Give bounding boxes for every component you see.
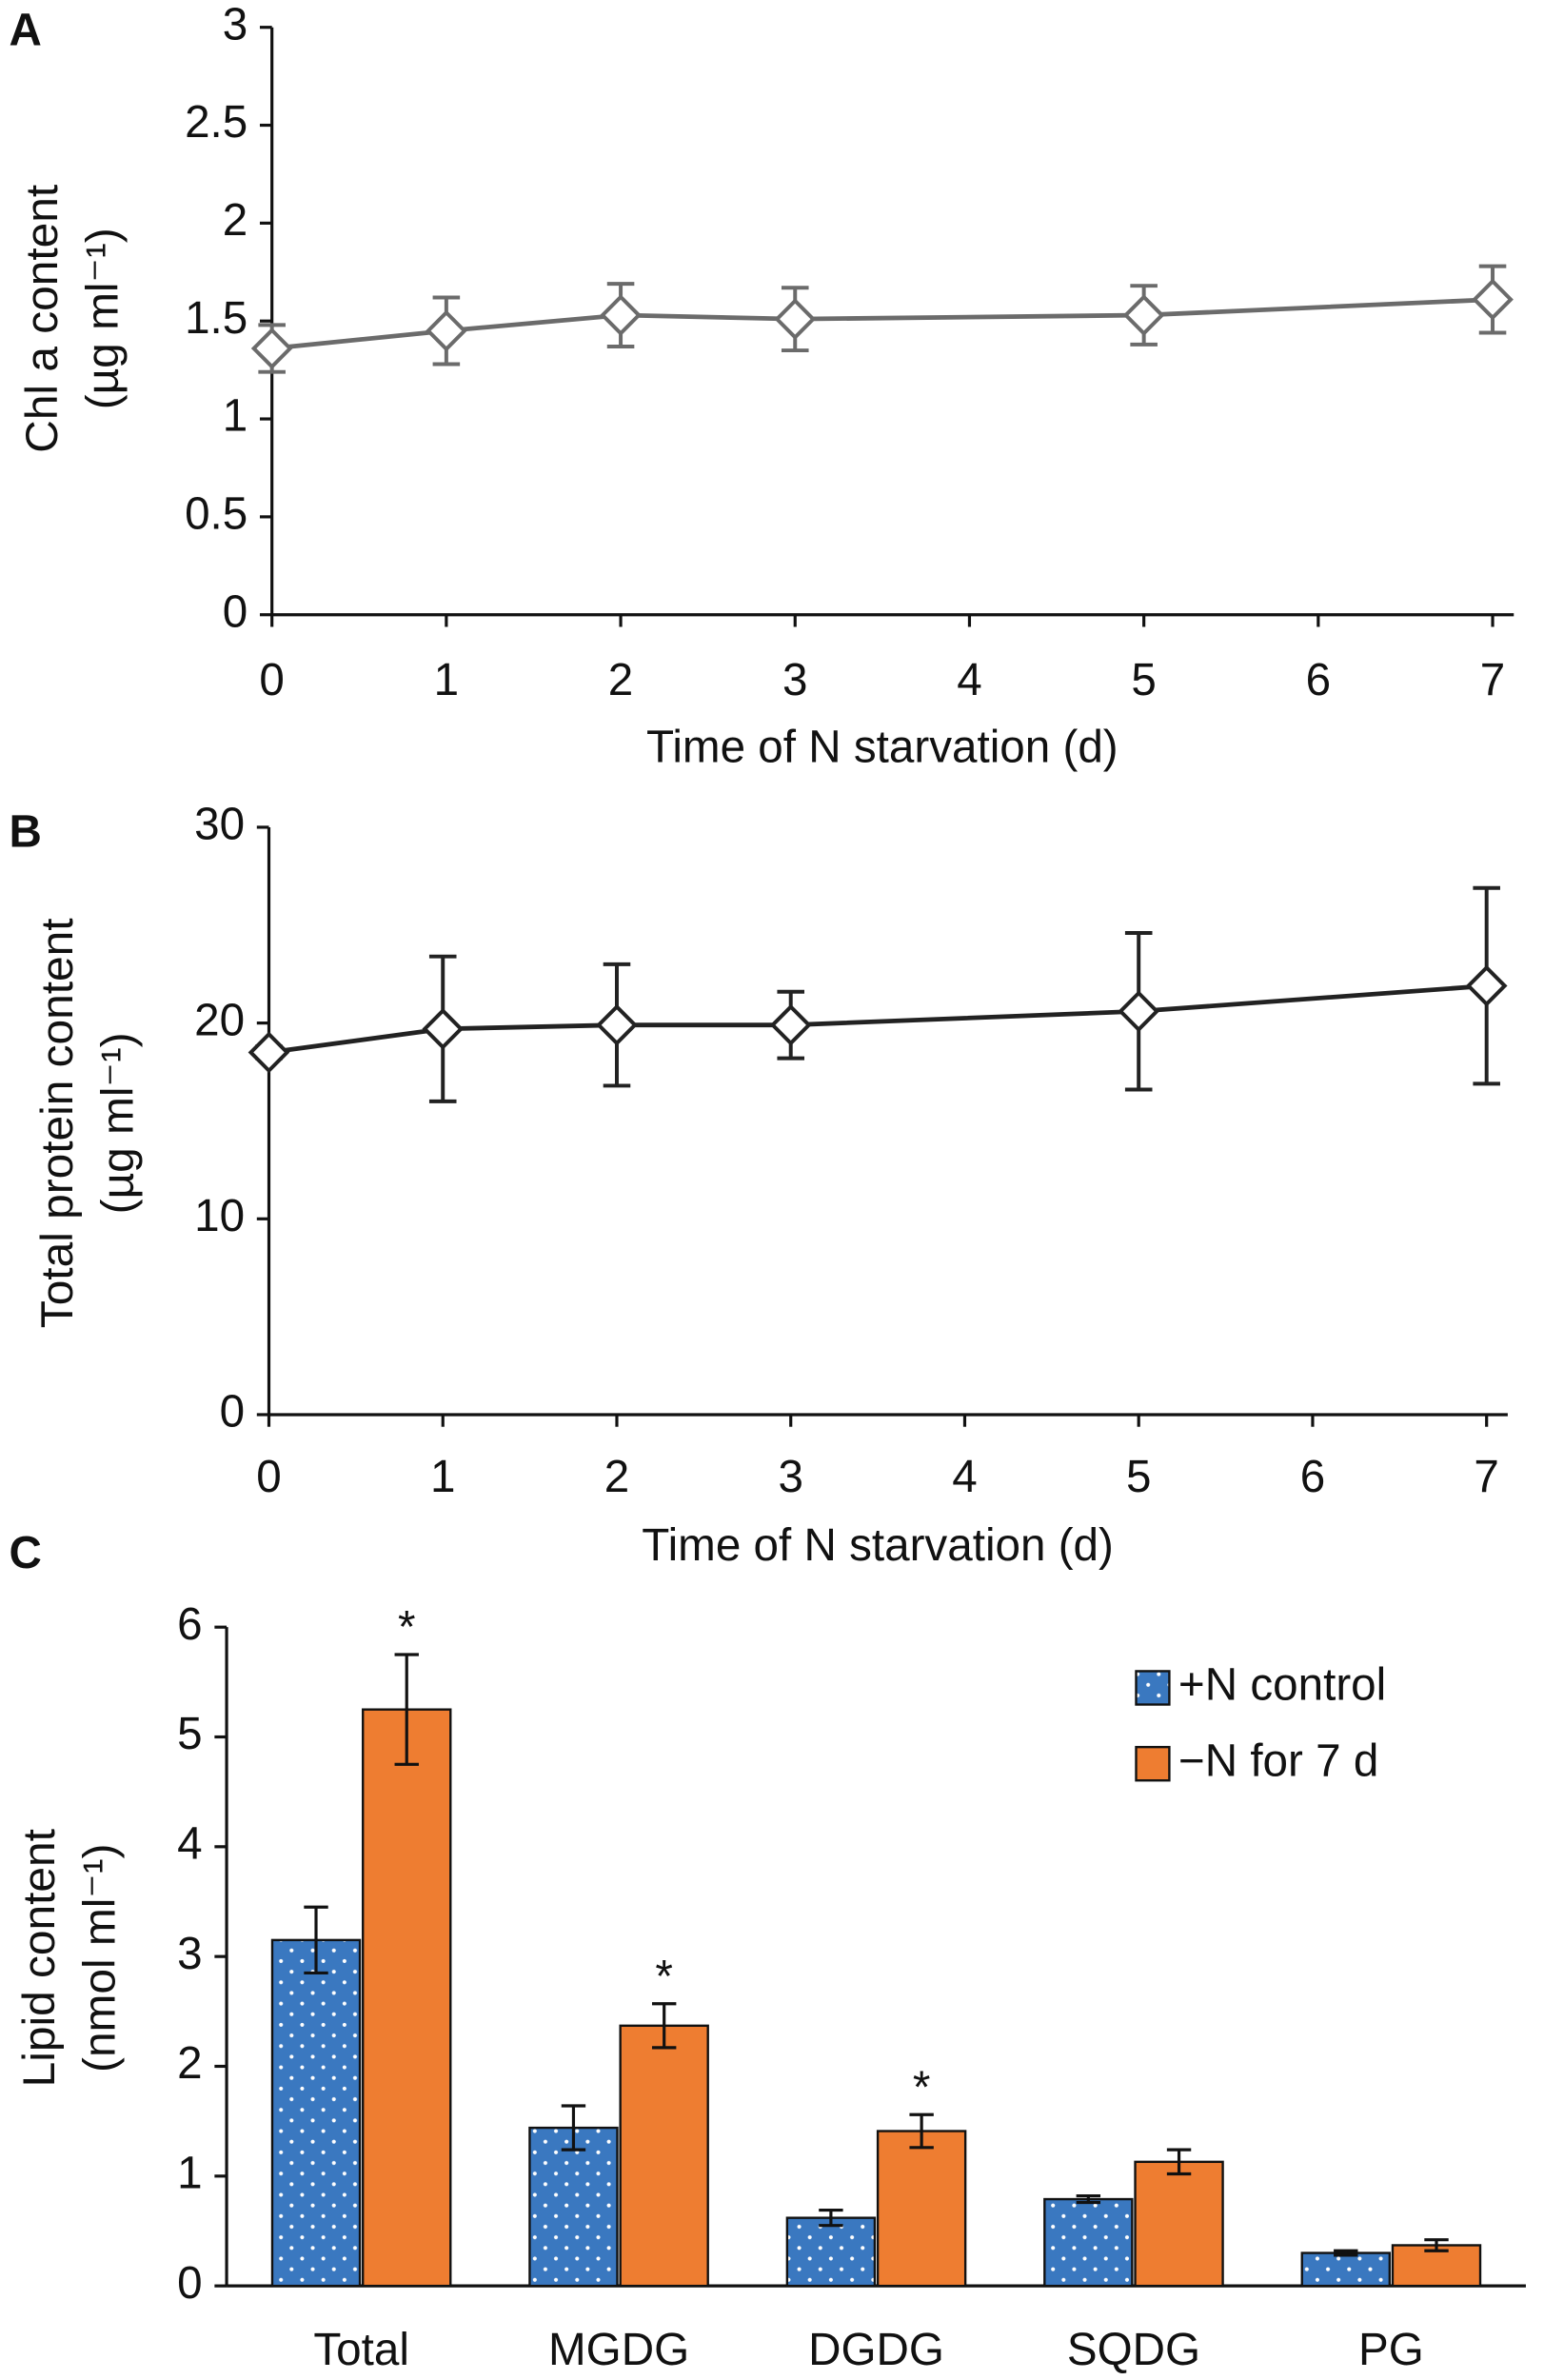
- y-tick-label: 10: [194, 1191, 245, 1241]
- x-tick-label: 4: [952, 1452, 977, 1502]
- bar: [1134, 2160, 1224, 2288]
- bar: [1300, 2251, 1391, 2288]
- error-bar: [651, 2002, 677, 2050]
- marker: [1122, 294, 1165, 336]
- error-bar: [1334, 2249, 1358, 2257]
- significance-mark: *: [655, 1952, 673, 2002]
- error-bar: [909, 2112, 934, 2150]
- y-tick-label: 0: [223, 586, 247, 637]
- x-tick-label: 7: [1474, 1452, 1498, 1502]
- marker: [1465, 964, 1508, 1007]
- marker: [1118, 990, 1160, 1033]
- y-tick-label: 0: [220, 1387, 245, 1438]
- x-axis-label: Time of N starvation (d): [642, 1520, 1114, 1571]
- panel-label: C: [10, 1528, 42, 1578]
- x-tick-label: Total: [313, 2325, 409, 2375]
- bar: [876, 2130, 967, 2288]
- error-bar: [304, 1905, 328, 1975]
- error-bar: [819, 2208, 843, 2228]
- y-tick-label: 2.5: [185, 97, 247, 148]
- x-tick-label: 6: [1306, 655, 1331, 705]
- bar: [785, 2216, 877, 2288]
- y-tick-label: 5: [177, 1709, 202, 1759]
- y-axis-label: Total protein content: [32, 918, 83, 1328]
- marker: [247, 1031, 290, 1074]
- bar: [528, 2126, 619, 2288]
- error-bar: [394, 1653, 419, 1766]
- y-tick-label: 0.5: [185, 488, 247, 539]
- x-tick-label: SQDG: [1067, 2325, 1200, 2375]
- x-tick-label: DGDG: [808, 2325, 944, 2375]
- y-tick-label: 6: [177, 1599, 202, 1650]
- x-tick-label: 4: [957, 655, 981, 705]
- error-bar: [1076, 2193, 1101, 2205]
- y-tick-label: 1.5: [185, 293, 247, 344]
- bar: [619, 2024, 709, 2288]
- bar: [1043, 2197, 1134, 2288]
- significance-mark: *: [913, 2062, 931, 2112]
- panel-label: B: [10, 806, 42, 857]
- marker: [600, 294, 642, 336]
- marker: [774, 298, 817, 341]
- error-bar: [1424, 2238, 1449, 2252]
- x-tick-label: 1: [430, 1452, 455, 1502]
- error-bar: [561, 2104, 586, 2152]
- x-tick-label: 1: [434, 655, 459, 705]
- x-axis-label: Time of N starvation (d): [646, 722, 1118, 772]
- legend-swatch: [1135, 1745, 1171, 1782]
- data-line: [271, 297, 1494, 351]
- x-tick-label: 0: [259, 655, 284, 705]
- x-tick-label: MGDG: [548, 2325, 689, 2375]
- x-tick-label: 6: [1300, 1452, 1325, 1502]
- marker: [769, 1003, 812, 1046]
- data-line: [268, 983, 1487, 1055]
- x-tick-label: 2: [608, 655, 633, 705]
- legend-label: +N control: [1178, 1660, 1386, 1711]
- y-tick-label: 2: [223, 195, 247, 246]
- marker: [1472, 278, 1514, 321]
- legend-swatch: [1135, 1670, 1171, 1706]
- y-tick-label: 0: [177, 2258, 202, 2309]
- x-tick-label: PG: [1358, 2325, 1424, 2375]
- x-tick-label: 2: [604, 1452, 629, 1502]
- x-tick-label: 7: [1480, 655, 1505, 705]
- significance-mark: *: [398, 1602, 416, 1653]
- marker: [250, 327, 293, 369]
- y-axis-label: (nmol ml⁻¹): [75, 1844, 126, 2073]
- y-tick-label: 1: [223, 391, 247, 442]
- marker: [426, 309, 467, 352]
- y-tick-label: 20: [194, 995, 245, 1045]
- x-tick-label: 5: [1131, 655, 1156, 705]
- x-tick-label: 0: [256, 1452, 281, 1502]
- y-axis-label: (µg ml⁻¹): [93, 1032, 144, 1214]
- y-tick-label: 30: [194, 799, 245, 849]
- y-tick-label: 1: [177, 2148, 202, 2198]
- y-axis-label: Chl a content: [17, 185, 68, 453]
- x-tick-label: 5: [1126, 1452, 1151, 1502]
- y-axis-label: (µg ml⁻¹): [78, 228, 129, 409]
- x-tick-label: 3: [782, 655, 807, 705]
- y-tick-label: 3: [177, 1929, 202, 1979]
- marker: [422, 1007, 465, 1050]
- error-bar: [1166, 2148, 1192, 2176]
- x-tick-label: 3: [778, 1452, 802, 1502]
- bar: [362, 1708, 452, 2288]
- legend-label: −N for 7 d: [1178, 1735, 1378, 1786]
- y-tick-label: 3: [223, 0, 247, 50]
- marker: [596, 1003, 638, 1046]
- y-tick-label: 2: [177, 2038, 202, 2089]
- y-axis-label: Lipid content: [14, 1829, 65, 2087]
- y-tick-label: 4: [177, 1818, 202, 1869]
- panel-label: A: [10, 6, 42, 56]
- bar: [270, 1938, 362, 2288]
